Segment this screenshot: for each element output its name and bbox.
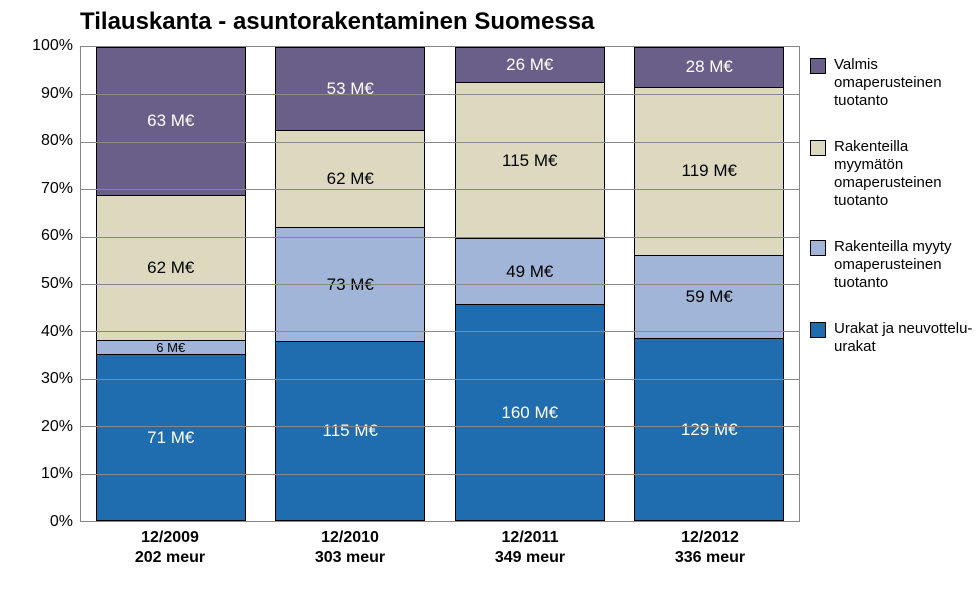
y-tick-label: 30% <box>13 370 73 388</box>
bar-segment-valmis: 53 M€ <box>275 47 425 130</box>
x-label-total: 303 meur <box>275 548 425 568</box>
y-tick-label: 50% <box>13 275 73 293</box>
segment-label: 6 M€ <box>156 340 185 355</box>
legend-text: Valmis omaperusteinen tuotanto <box>834 56 974 110</box>
segment-label: 49 M€ <box>506 262 553 282</box>
bar-segment-valmis: 28 M€ <box>634 47 784 87</box>
grid-line <box>81 237 799 238</box>
bar-segment-rakenteilla_myyty: 49 M€ <box>455 238 605 304</box>
x-axis-label: 12/2011349 meur <box>455 528 605 568</box>
x-axis-label: 12/2009202 meur <box>95 528 245 568</box>
x-label-period: 12/2009 <box>95 528 245 548</box>
x-axis-labels: 12/2009202 meur 12/2010303 meur 12/2011349… <box>80 528 800 568</box>
grid-line <box>81 379 799 380</box>
y-tick-label: 0% <box>13 513 73 531</box>
segment-label: 71 M€ <box>147 428 194 448</box>
legend-text: Urakat ja neuvottelu-urakat <box>834 320 974 356</box>
x-label-period: 12/2011 <box>455 528 605 548</box>
legend: Valmis omaperusteinen tuotanto Rakenteill… <box>810 56 974 384</box>
y-tick-label: 70% <box>13 180 73 198</box>
grid-line <box>81 189 799 190</box>
segment-label: 63 M€ <box>147 111 194 131</box>
grid-line <box>81 426 799 427</box>
grid-line <box>81 142 799 143</box>
segment-label: 129 M€ <box>681 420 738 440</box>
x-axis-label: 12/2012336 meur <box>635 528 785 568</box>
bar-segment-rakenteilla_myyty: 59 M€ <box>634 255 784 338</box>
segment-label: 115 M€ <box>323 421 378 441</box>
segment-label: 62 M€ <box>327 169 374 189</box>
segment-label: 160 M€ <box>501 403 558 423</box>
plot-area: 71 M€6 M€62 M€63 M€115 M€73 M€62 M€53 M€… <box>80 46 800 522</box>
grid-line <box>81 474 799 475</box>
chart-title: Tilauskanta - asuntorakentaminen Suomess… <box>80 8 594 36</box>
legend-item-urakat: Urakat ja neuvottelu-urakat <box>810 320 974 356</box>
x-label-total: 202 meur <box>95 548 245 568</box>
segment-label: 26 M€ <box>506 55 553 75</box>
legend-swatch <box>810 58 826 74</box>
legend-swatch <box>810 322 826 338</box>
x-axis-label: 12/2010303 meur <box>275 528 425 568</box>
legend-item-valmis: Valmis omaperusteinen tuotanto <box>810 56 974 110</box>
segment-label: 119 M€ <box>682 161 737 181</box>
legend-item-rakenteilla_myyty: Rakenteilla myyty omaperusteinen tuotant… <box>810 238 974 292</box>
grid-line <box>81 331 799 332</box>
x-label-period: 12/2010 <box>275 528 425 548</box>
legend-text: Rakenteilla myyty omaperusteinen tuotant… <box>834 238 974 292</box>
y-tick-label: 100% <box>13 37 73 55</box>
legend-item-rakenteilla_myymaton: Rakenteilla myymätön omaperusteinen tuot… <box>810 138 974 210</box>
x-label-total: 336 meur <box>635 548 785 568</box>
y-tick-label: 90% <box>13 85 73 103</box>
y-tick-label: 10% <box>13 465 73 483</box>
bar-segment-rakenteilla_myymaton: 62 M€ <box>96 195 246 340</box>
legend-text: Rakenteilla myymätön omaperusteinen tuot… <box>834 138 974 210</box>
bar-segment-valmis: 26 M€ <box>455 47 605 82</box>
bar-segment-valmis: 63 M€ <box>96 47 246 195</box>
bar-segment-urakat: 129 M€ <box>634 338 784 521</box>
legend-swatch <box>810 140 826 156</box>
legend-swatch <box>810 240 826 256</box>
y-tick-label: 40% <box>13 323 73 341</box>
bar-segment-rakenteilla_myymaton: 62 M€ <box>275 130 425 227</box>
segment-label: 53 M€ <box>327 79 374 99</box>
segment-label: 62 M€ <box>147 258 194 278</box>
segment-label: 115 M€ <box>502 151 557 171</box>
grid-line <box>81 94 799 95</box>
bar-segment-urakat: 160 M€ <box>455 304 605 521</box>
y-tick-label: 20% <box>13 418 73 436</box>
bar-segment-urakat: 115 M€ <box>275 341 425 521</box>
x-label-period: 12/2012 <box>635 528 785 548</box>
x-label-total: 349 meur <box>455 548 605 568</box>
bar-segment-rakenteilla_myyty: 6 M€ <box>96 340 246 354</box>
grid-line <box>81 284 799 285</box>
segment-label: 59 M€ <box>686 287 733 307</box>
bar-segment-rakenteilla_myymaton: 115 M€ <box>455 82 605 238</box>
segment-label: 28 M€ <box>686 57 733 77</box>
y-tick-label: 60% <box>13 227 73 245</box>
y-tick-label: 80% <box>13 132 73 150</box>
bar-segment-rakenteilla_myymaton: 119 M€ <box>634 87 784 255</box>
